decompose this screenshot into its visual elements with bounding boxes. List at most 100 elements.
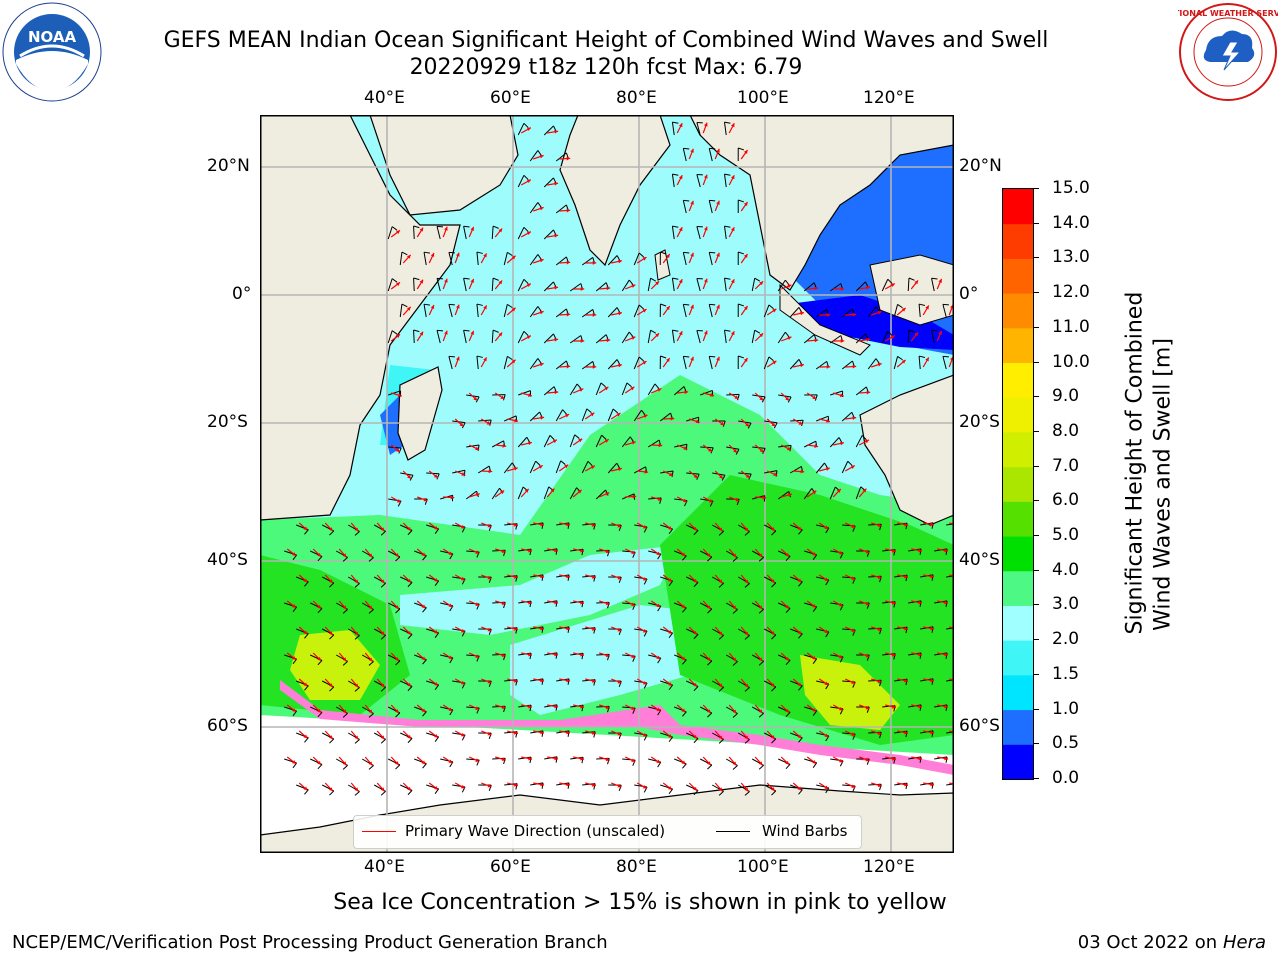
wind-barb-flag xyxy=(812,710,818,716)
colorbar-tick-mark xyxy=(1034,396,1039,398)
wave-direction-arrowhead xyxy=(703,226,708,231)
wind-barb-flag xyxy=(541,782,544,789)
wave-direction-arrowhead xyxy=(554,600,559,605)
wind-barb-flag xyxy=(861,435,867,441)
wave-direction-arrowhead xyxy=(838,654,843,659)
wave-direction-arrowhead xyxy=(407,734,412,739)
wind-barb-flag xyxy=(628,279,634,286)
wind-barb xyxy=(855,333,866,344)
wind-barb-flag xyxy=(398,447,402,454)
wave-direction-arrowhead xyxy=(554,652,559,657)
wind-barb-flag xyxy=(931,329,938,332)
lat-tick-left-20s: 20°S xyxy=(207,412,248,432)
wave-direction-arrowhead xyxy=(354,683,359,688)
wind-barb-flag xyxy=(847,460,853,466)
wave-direction-arrowhead xyxy=(666,306,670,311)
wind-barb xyxy=(803,488,813,500)
wave-direction-arrowhead xyxy=(670,416,675,421)
wave-direction-arrowhead xyxy=(397,393,402,397)
wind-barb-flag xyxy=(683,147,690,150)
wave-direction-arrowhead xyxy=(328,735,333,740)
wind-barb-flag xyxy=(434,632,440,638)
wave-direction-arrowhead xyxy=(606,286,611,291)
wind-barb-flag xyxy=(502,394,506,401)
wind-barb xyxy=(931,330,935,344)
wave-direction-arrowhead xyxy=(944,704,949,709)
wind-barb-flag xyxy=(492,277,499,281)
wave-direction-arrowhead xyxy=(617,783,622,788)
wind-barb-flag xyxy=(738,199,745,203)
wind-barb-flag xyxy=(423,303,431,306)
wind-barb xyxy=(569,487,578,500)
lon-tick-top-120e: 120°E xyxy=(863,88,915,108)
wave-direction-arrowhead xyxy=(540,574,545,579)
wave-direction-arrowhead xyxy=(732,657,737,662)
wind-barb-flag xyxy=(413,277,420,281)
wave-direction-arrowhead xyxy=(666,254,670,259)
wind-barb-flag xyxy=(529,601,532,608)
wave-direction-arrowhead xyxy=(554,704,559,709)
wind-barb-flag xyxy=(515,731,518,738)
wave-direction-arrowhead xyxy=(744,527,749,532)
wind-barb xyxy=(763,304,770,318)
wind-barb xyxy=(448,356,453,370)
wave-direction-arrowhead xyxy=(511,307,516,312)
lon-tick-bottom-80e: 80°E xyxy=(616,857,657,877)
wind-barb-flag xyxy=(354,531,360,536)
wave-direction-arrowhead xyxy=(744,631,749,636)
wave-direction-arrowhead xyxy=(770,631,775,636)
colorbar-tick-label: 12.0 xyxy=(1052,282,1090,303)
colorbar-swatch xyxy=(1003,570,1033,606)
wave-direction-arrowhead xyxy=(690,304,694,309)
wave-direction-arrowhead xyxy=(500,490,505,495)
wind-barb-flag xyxy=(693,738,699,744)
wind-barb xyxy=(855,386,867,396)
wave-direction-arrowhead xyxy=(684,390,689,395)
wave-direction-arrowhead xyxy=(604,386,609,391)
wave-direction-arrowhead xyxy=(890,335,895,339)
colorbar-tick-label: 2.0 xyxy=(1052,629,1080,650)
wind-barb-flag xyxy=(422,555,427,561)
wave-direction-arrowhead xyxy=(592,260,597,265)
lat-tick-right-60s: 60°S xyxy=(959,716,1000,736)
wind-barb-flag xyxy=(672,277,679,280)
wave-direction-arrowhead xyxy=(938,330,942,335)
wind-barb xyxy=(595,434,603,448)
wind-barb-flag xyxy=(380,686,386,692)
wave-direction-arrowhead xyxy=(433,474,438,478)
wind-barb-flag xyxy=(771,790,777,796)
wave-direction-arrowhead xyxy=(540,626,545,631)
wind-barb xyxy=(463,330,467,344)
wave-direction-arrowhead xyxy=(901,307,906,312)
wave-direction-arrowhead xyxy=(380,683,385,688)
wind-barb-flag xyxy=(875,358,880,364)
wind-barb-flag xyxy=(354,635,360,640)
wave-direction-arrowhead xyxy=(592,782,596,787)
wind-barb-flag xyxy=(529,705,532,712)
wave-direction-arrow xyxy=(949,522,954,525)
colorbar-swatch xyxy=(1003,640,1033,676)
wind-barb-flag xyxy=(641,409,646,416)
wave-direction-arrowhead xyxy=(580,339,585,343)
wave-direction-arrowhead xyxy=(514,626,518,631)
wind-barb xyxy=(452,469,466,474)
wave-direction-arrowhead xyxy=(488,469,493,474)
wave-direction-arrowhead xyxy=(511,359,516,364)
lon-tick-bottom-100e: 100°E xyxy=(737,857,789,877)
wave-direction-arrowhead xyxy=(840,441,844,446)
wave-direction-arrowhead xyxy=(678,279,683,284)
wave-direction-arrowhead xyxy=(498,332,503,337)
wind-barb-flag xyxy=(693,530,699,536)
wave-direction-arrowhead xyxy=(303,578,308,583)
wind-barb xyxy=(918,304,921,318)
wind-barb-flag xyxy=(476,251,483,254)
wind-barb-flag xyxy=(682,711,687,717)
wind-barb-flag xyxy=(707,660,713,666)
wind-barb xyxy=(829,283,842,292)
wind-barb xyxy=(708,252,713,266)
wind-barb xyxy=(448,304,453,318)
wave-direction-arrowhead xyxy=(630,386,635,391)
wave-direction-arrowhead xyxy=(394,605,399,610)
wave-direction-arrowhead xyxy=(877,575,882,580)
wave-direction-arrowhead xyxy=(666,358,670,363)
